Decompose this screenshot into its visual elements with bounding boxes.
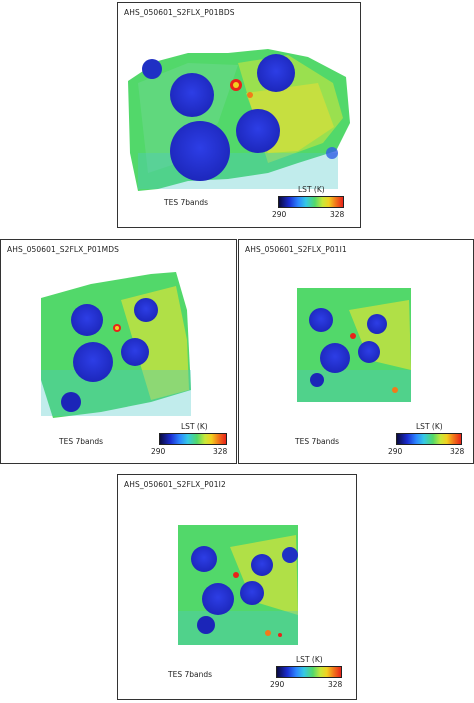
colorbar-label: LST (K): [296, 655, 323, 664]
panel-title: AHS_050601_S2FLX_P01I2: [124, 480, 226, 489]
colorbar-min-label: 290: [151, 447, 166, 456]
colorbar-min-label: 290: [388, 447, 403, 456]
lst-colorbar: LST (K) 290 328: [149, 422, 233, 462]
lst-map-image: [128, 49, 350, 191]
lst-map-image: [41, 272, 191, 418]
colorbar-gradient: [159, 433, 227, 445]
lst-colorbar: LST (K) 290 328: [386, 422, 470, 462]
panel-caption: TES 7bands: [168, 670, 213, 679]
colorbar-gradient: [396, 433, 462, 445]
lst-map-image: [297, 288, 411, 402]
image-panel-p01i1: AHS_050601_S2FLX_P01I1 TES 7bands LST (K…: [238, 239, 474, 464]
colorbar-label: LST (K): [416, 422, 443, 431]
colorbar-max-label: 328: [213, 447, 228, 456]
colorbar-min-label: 290: [270, 680, 285, 689]
panel-caption: TES 7bands: [295, 437, 340, 446]
image-panel-p01mds: AHS_050601_S2FLX_P01MDS TES 7bands LST (…: [0, 239, 237, 464]
colorbar-max-label: 328: [328, 680, 343, 689]
lst-colorbar: LST (K) 290 328: [268, 185, 348, 225]
image-panel-p01i2: AHS_050601_S2FLX_P01I2 TES 7bands LST (K…: [117, 474, 357, 700]
colorbar-gradient: [276, 666, 342, 678]
colorbar-label: LST (K): [298, 185, 325, 194]
panel-title: AHS_050601_S2FLX_P01I1: [245, 245, 347, 254]
panel-caption: TES 7bands: [59, 437, 104, 446]
colorbar-min-label: 290: [272, 210, 287, 219]
colorbar-gradient: [278, 196, 344, 208]
lst-map-image: [178, 525, 298, 645]
panel-caption: TES 7bands: [164, 198, 209, 207]
colorbar-label: LST (K): [181, 422, 208, 431]
colorbar-max-label: 328: [450, 447, 465, 456]
image-panel-p01bds: AHS_050601_S2FLX_P01BDS TES 7bands LST (…: [117, 2, 361, 228]
colorbar-max-label: 328: [330, 210, 345, 219]
panel-title: AHS_050601_S2FLX_P01MDS: [7, 245, 119, 254]
panel-title: AHS_050601_S2FLX_P01BDS: [124, 8, 235, 17]
lst-colorbar: LST (K) 290 328: [266, 655, 350, 695]
